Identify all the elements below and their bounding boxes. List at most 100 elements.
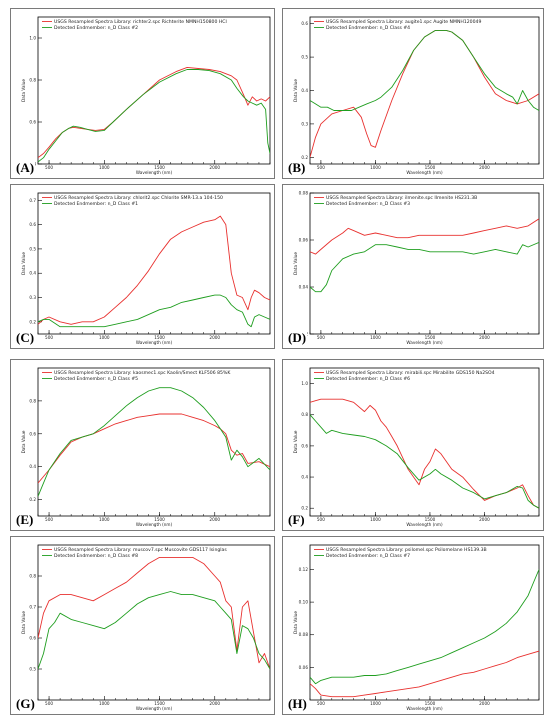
- y-tick-label: 0.4: [29, 271, 36, 276]
- detected-endmember-line: [38, 591, 270, 670]
- legend-entry: Detected Endmember: n_D Class #3: [326, 201, 410, 207]
- y-tick-label: 0.8: [301, 412, 308, 417]
- chart-svg: 500 1000 1500 2000 0.06 0.08 0.10 0.12 Wavelengt…: [293, 544, 540, 711]
- x-tick-label: 2000: [479, 701, 490, 706]
- detected-endmember-line: [310, 29, 539, 111]
- x-tick-label: 1000: [370, 165, 381, 170]
- plot-frame: [37, 16, 271, 165]
- x-tick-label: 1500: [154, 335, 165, 340]
- chart-svg: 500 1000 1500 2000 0.2 0.4 0.6 0.8 Wavelength (n…: [21, 367, 271, 527]
- chart-panel: 5001000150020000.020.040.060.08Wavelengt…: [282, 184, 544, 349]
- x-tick-label: 1500: [154, 701, 165, 706]
- y-axis-label: Data Value: [293, 430, 298, 453]
- legend-entry: Detected Endmember: n_D Class #1: [54, 201, 138, 207]
- detected-endmember-line: [38, 387, 270, 497]
- legend-entry: USGS Resampled Spectra Library: chlorit2…: [54, 195, 223, 201]
- y-tick-label: 0.3: [29, 295, 36, 300]
- legend-entry: Detected Endmember: n_D Class #8: [54, 553, 138, 559]
- chart-svg: 500 1000 1500 2000 0.2 0.3 0.4 0.5 0.6 Wavelength…: [293, 16, 540, 175]
- y-tick-label: 0.8: [29, 398, 36, 403]
- x-axis-label: Wavelength (nm): [406, 522, 443, 527]
- x-axis-label: Wavelength (nm): [136, 522, 173, 527]
- library-spectrum-line: [310, 650, 539, 698]
- plot-frame: [37, 367, 271, 517]
- y-tick-label: 0.2: [301, 155, 308, 160]
- x-tick-label: 1000: [99, 165, 110, 170]
- y-axis-label: Data Value: [293, 611, 298, 634]
- library-spectrum-line: [38, 413, 270, 484]
- legend-entry: USGS Resampled Spectra Library: richter2…: [54, 19, 227, 25]
- x-axis-label: Wavelength (nm): [406, 706, 443, 711]
- legend-entry: Detected Endmember: n_D Class #5: [54, 376, 138, 382]
- y-tick-label: 0.5: [29, 246, 36, 251]
- detected-endmember-line: [310, 414, 539, 509]
- panel-label: (C): [15, 330, 36, 345]
- chart-panel: 500 1000 1500 2000 0.2 0.3 0.4 0.5 0.6 0.7 Wavelen…: [10, 184, 275, 349]
- plot-frame: [309, 544, 540, 701]
- y-tick-label: 0.6: [301, 443, 308, 448]
- y-tick-label: 0.2: [29, 319, 36, 324]
- x-tick-label: 1000: [370, 701, 381, 706]
- y-tick-label: 0.12: [299, 567, 309, 572]
- x-tick-label: 1500: [425, 517, 436, 522]
- detected-endmember-line: [310, 569, 539, 685]
- x-tick-label: 500: [317, 165, 325, 170]
- x-tick-label: 1500: [154, 165, 165, 170]
- y-axis-label: Data Value: [21, 611, 26, 634]
- plot-frame: [37, 544, 271, 701]
- x-axis-label: Wavelength (nm): [406, 340, 443, 345]
- library-spectrum-line: [38, 556, 270, 670]
- legend-entry: USGS Resampled Spectra Library: muscov7.…: [54, 547, 227, 553]
- y-tick-label: 0.08: [299, 632, 309, 637]
- x-tick-label: 1500: [425, 165, 436, 170]
- x-tick-label: 2000: [209, 701, 220, 706]
- plot-frame: [309, 16, 540, 165]
- legend-entry: Detected Endmember: n_D Class #6: [326, 376, 410, 382]
- y-axis-label: Data Value: [293, 252, 298, 275]
- chart-panel: 500 1000 1500 2000 0.5 0.6 0.7 0.8 Wavelength (n…: [10, 536, 275, 715]
- y-tick-label: 0.7: [29, 605, 36, 610]
- y-tick-label: 0.3: [301, 121, 308, 126]
- panel-label: (D): [287, 330, 308, 345]
- panel-label: (E): [15, 512, 35, 527]
- y-tick-label: 0.10: [299, 600, 309, 605]
- y-tick-label: 0.5: [301, 55, 308, 60]
- x-tick-label: 2000: [209, 335, 220, 340]
- chart-svg: 500 1000 1500 2000 0.2 0.4 0.6 0.8 1.0 Wavelength…: [293, 367, 540, 527]
- x-tick-label: 1000: [99, 701, 110, 706]
- x-tick-label: 500: [317, 517, 325, 522]
- chart-svg: 500 1000 1500 2000 0.2 0.3 0.4 0.5 0.6 0.7 Wavelen…: [21, 192, 271, 345]
- x-tick-label: 2000: [209, 517, 220, 522]
- y-tick-label: 0.06: [299, 665, 309, 670]
- y-tick-label: 0.08: [299, 191, 309, 196]
- x-tick-label: 1000: [370, 517, 381, 522]
- y-tick-label: 0.6: [29, 222, 36, 227]
- library-spectrum-line: [310, 29, 539, 158]
- x-tick-label: 500: [317, 701, 325, 706]
- y-tick-label: 0.4: [301, 475, 308, 480]
- x-axis-label: Wavelength (nm): [136, 706, 173, 711]
- y-tick-label: 0.6: [29, 431, 36, 436]
- detected-endmember-line: [38, 294, 270, 328]
- y-tick-label: 1.0: [301, 381, 308, 386]
- library-spectrum-line: [310, 218, 539, 255]
- x-tick-label: 2000: [479, 517, 490, 522]
- y-tick-label: 0.06: [299, 238, 309, 243]
- y-tick-label: 0.6: [29, 120, 36, 125]
- y-tick-label: 1.0: [29, 36, 36, 41]
- chart-panel: 500 1000 1500 2000 0.06 0.08 0.10 0.12 Wavelengt…: [282, 536, 544, 715]
- chart-panel: 500 1000 1500 2000 0.2 0.3 0.4 0.5 0.6 Wavelength…: [282, 8, 544, 179]
- x-tick-label: 2000: [479, 335, 490, 340]
- x-tick-label: 1500: [425, 335, 436, 340]
- x-tick-label: 1500: [154, 517, 165, 522]
- legend-entry: USGS Resampled Spectra Library: kaosmec1…: [54, 370, 231, 376]
- y-axis-label: Data Value: [21, 252, 26, 275]
- y-axis-label: Data Value: [21, 79, 26, 102]
- legend-entry: USGS Resampled Spectra Library: mirabili…: [326, 370, 495, 376]
- y-tick-label: 0.7: [29, 198, 36, 203]
- library-spectrum-line: [38, 215, 270, 325]
- y-tick-label: 0.8: [29, 78, 36, 83]
- x-tick-label: 1000: [99, 335, 110, 340]
